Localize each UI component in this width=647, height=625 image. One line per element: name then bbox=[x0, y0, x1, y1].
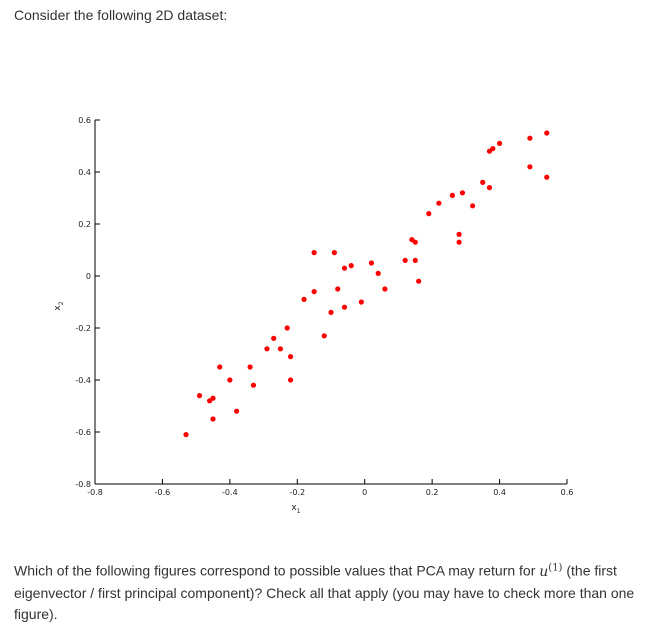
question-after: (the first eigenvector / first principal… bbox=[14, 562, 635, 622]
data-point bbox=[449, 192, 455, 198]
data-point bbox=[264, 346, 270, 352]
intro-text: Consider the following 2D dataset: bbox=[14, 7, 228, 23]
data-point bbox=[196, 393, 203, 399]
data-point bbox=[470, 203, 476, 209]
data-point bbox=[456, 239, 462, 245]
y-tick-label: 0.2 bbox=[78, 220, 91, 229]
x-tick-label: -0.4 bbox=[222, 488, 238, 497]
x-tick-label: -0.8 bbox=[87, 488, 103, 497]
data-point bbox=[234, 408, 240, 414]
axes bbox=[94, 120, 567, 485]
y-tick-label: 0.6 bbox=[78, 116, 91, 125]
data-point bbox=[375, 270, 381, 276]
x-tick-label: -0.6 bbox=[155, 488, 171, 497]
data-point bbox=[210, 395, 216, 401]
data-point bbox=[287, 377, 294, 383]
x-tick-label: -0.2 bbox=[289, 488, 305, 497]
question-text: Which of the following figures correspon… bbox=[14, 557, 636, 625]
data-point bbox=[321, 333, 327, 339]
data-point bbox=[382, 286, 388, 292]
y-tick-label: -0.8 bbox=[75, 480, 91, 489]
data-point bbox=[271, 335, 277, 341]
data-point bbox=[412, 239, 418, 245]
data-point bbox=[368, 260, 375, 266]
x-tick-labels: -0.8 -0.6 -0.4 -0.2 0 0.2 0.4 0.6 bbox=[87, 488, 573, 497]
data-point bbox=[527, 164, 533, 170]
data-point bbox=[490, 146, 496, 152]
data-point bbox=[301, 296, 307, 302]
question-before: Which of the following figures correspon… bbox=[14, 562, 540, 579]
x-axis-label: x1 bbox=[291, 503, 300, 515]
data-point bbox=[217, 364, 223, 370]
data-point bbox=[436, 200, 442, 206]
y-tick-label: 0.4 bbox=[78, 168, 91, 177]
data-point bbox=[544, 130, 550, 136]
data-point bbox=[284, 325, 290, 331]
y-tick-label: -0.6 bbox=[75, 428, 91, 437]
y-tick-label: -0.4 bbox=[75, 376, 91, 385]
data-point bbox=[459, 190, 466, 196]
y-axis-label: x2 bbox=[53, 301, 65, 310]
eigenvector-symbol: u(1) bbox=[539, 562, 563, 580]
data-point bbox=[358, 299, 364, 305]
data-point bbox=[311, 289, 317, 295]
x-tick-label: 0.6 bbox=[561, 488, 574, 497]
data-point bbox=[250, 382, 257, 388]
y-tick-label: -0.2 bbox=[75, 324, 91, 333]
data-point bbox=[328, 309, 334, 315]
data-point bbox=[402, 257, 408, 263]
x-tick-label: 0 bbox=[362, 488, 367, 497]
data-point bbox=[480, 179, 486, 185]
data-point bbox=[426, 211, 432, 217]
data-point bbox=[486, 185, 493, 191]
x-tick-label: 0.4 bbox=[493, 488, 506, 497]
data-point bbox=[311, 250, 317, 256]
data-point bbox=[331, 250, 337, 256]
data-point bbox=[183, 432, 189, 438]
data-point bbox=[247, 364, 253, 370]
data-point bbox=[416, 278, 422, 284]
data-point bbox=[287, 354, 294, 360]
data-points bbox=[183, 130, 550, 438]
y-tick-labels: -0.8 -0.6 -0.4 -0.2 0 0.2 0.4 0.6 bbox=[75, 116, 91, 489]
data-point bbox=[277, 346, 284, 352]
data-point bbox=[412, 257, 418, 263]
data-point bbox=[348, 263, 354, 269]
data-point bbox=[544, 174, 550, 180]
y-tick-label: 0 bbox=[86, 272, 91, 281]
data-point bbox=[335, 286, 341, 292]
x-tick-label: 0.2 bbox=[426, 488, 439, 497]
eigenvector-var: u bbox=[539, 563, 549, 580]
data-point bbox=[496, 140, 503, 146]
eigenvector-superscript: (1) bbox=[548, 562, 563, 573]
tick-marks bbox=[94, 119, 568, 485]
data-point bbox=[527, 135, 533, 141]
data-point bbox=[341, 304, 348, 310]
data-point bbox=[341, 265, 348, 271]
data-point bbox=[456, 231, 462, 237]
data-point bbox=[210, 416, 216, 422]
data-point bbox=[227, 377, 233, 383]
